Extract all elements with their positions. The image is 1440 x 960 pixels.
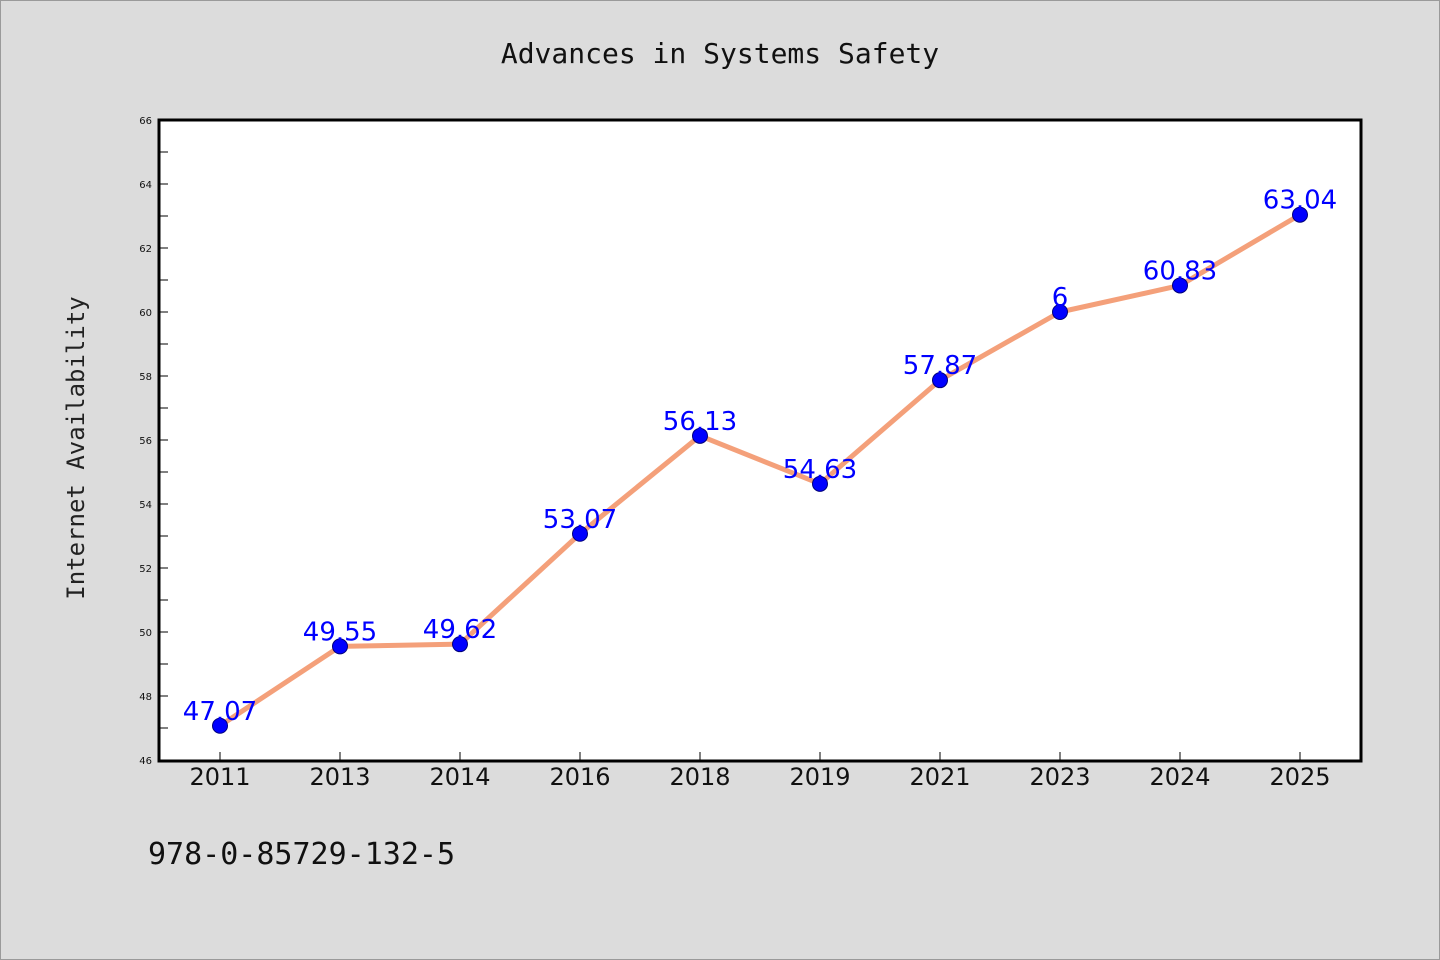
y-tick-label: 58 xyxy=(139,372,152,383)
x-tick-label: 2024 xyxy=(1149,763,1210,791)
data-label: 63.04 xyxy=(1263,186,1337,216)
data-label: 53.07 xyxy=(543,505,617,535)
data-label: 49.55 xyxy=(303,617,377,647)
x-tick-label: 2021 xyxy=(909,763,970,791)
y-tick-label: 46 xyxy=(139,756,152,767)
data-label: 47.07 xyxy=(183,697,257,727)
data-label: 60.83 xyxy=(1143,256,1217,286)
data-point xyxy=(572,525,588,542)
y-tick-label: 62 xyxy=(139,244,152,255)
data-label: 49.62 xyxy=(423,615,497,645)
x-tick-label: 2018 xyxy=(669,763,730,791)
data-point xyxy=(692,427,708,444)
x-tick-label: 2023 xyxy=(1029,763,1090,791)
x-tick-label: 2013 xyxy=(309,763,370,791)
data-label: 56.13 xyxy=(663,407,737,437)
x-tick-label: 2016 xyxy=(549,763,610,791)
data-label: 54.63 xyxy=(783,455,857,485)
data-point xyxy=(212,717,228,734)
series-line-group xyxy=(218,212,1302,728)
y-tick-label: 52 xyxy=(139,564,152,575)
data-point-group xyxy=(212,206,1308,734)
y-tick-label: 56 xyxy=(139,436,152,447)
x-tick-label: 2014 xyxy=(429,763,490,791)
y-axis-label: Internet Availability xyxy=(62,296,90,599)
y-tick-label: 64 xyxy=(139,180,152,191)
x-axis: 2011 2013 2014 2016 2018 2019 2021 2023 2024 2025 xyxy=(189,752,1331,791)
data-label-group: 47.07 49.55 49.62 53.07 56.13 54.63 57.87 6 60.8… xyxy=(183,186,1337,727)
y-tick-label: 66 xyxy=(139,116,152,127)
x-tick-label: 2025 xyxy=(1269,763,1330,791)
x-tick-label: 2019 xyxy=(789,763,850,791)
plot-area xyxy=(157,118,1363,763)
y-tick-label: 54 xyxy=(139,500,152,511)
chart-title: Advances in Systems Safety xyxy=(501,37,939,70)
y-axis: 46 48 50 52 54 56 58 60 62 64 66 xyxy=(139,116,168,767)
data-point xyxy=(932,372,948,389)
data-point xyxy=(1172,277,1188,294)
series-line xyxy=(218,212,1302,728)
x-tick-label: 2011 xyxy=(189,763,250,791)
data-point xyxy=(1292,206,1308,223)
y-tick-label: 48 xyxy=(139,692,152,703)
y-tick-label: 50 xyxy=(139,628,152,639)
data-point xyxy=(812,475,828,492)
data-label: 57.87 xyxy=(903,351,977,381)
data-point xyxy=(1052,304,1068,320)
isbn-text: 978-0-85729-132-5 xyxy=(148,837,455,872)
data-label: 6 xyxy=(1052,283,1069,313)
y-tick-label: 60 xyxy=(139,308,152,319)
data-point xyxy=(332,638,348,655)
data-point xyxy=(452,636,468,653)
